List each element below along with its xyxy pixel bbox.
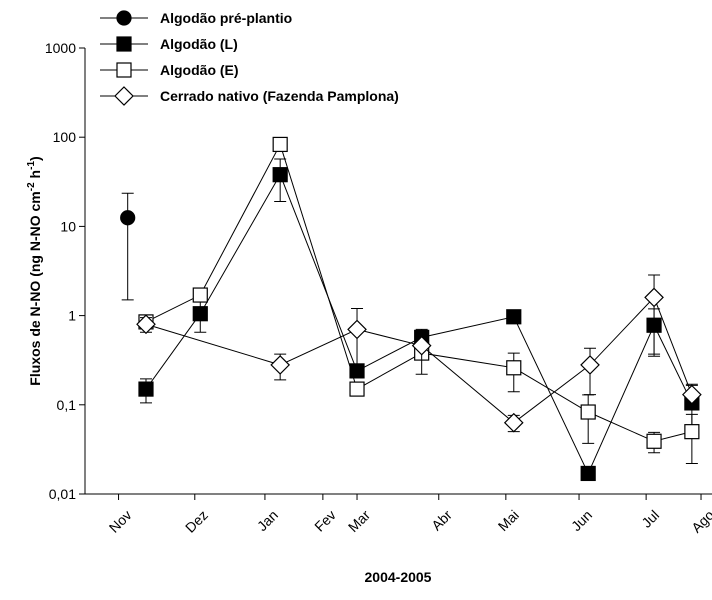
y-label-part: h: [27, 170, 43, 182]
legend-label: Algodão (L): [160, 36, 238, 52]
x-tick-label: Mai: [495, 507, 522, 534]
data-point: [506, 360, 522, 376]
legend-marker: [116, 36, 132, 52]
data-point: [138, 381, 154, 397]
data-point: [682, 384, 702, 405]
x-tick-label: Nov: [106, 507, 135, 536]
series-line: [145, 173, 693, 475]
legend-label: Cerrado nativo (Fazenda Pamplona): [160, 88, 399, 104]
legend-label: Algodão (E): [160, 62, 239, 78]
data-point: [580, 355, 600, 375]
series-line: [145, 296, 693, 424]
legend-marker: [114, 86, 134, 106]
data-point: [503, 412, 524, 433]
data-point: [506, 309, 522, 325]
x-axis-label: 2004-2005: [365, 569, 432, 585]
data-point: [580, 465, 596, 482]
legend-marker: [116, 10, 132, 26]
x-tick-label: Mar: [345, 507, 374, 536]
data-point: [646, 433, 662, 449]
y-tick-label: 1: [68, 308, 76, 324]
y-tick-label: 1000: [45, 40, 76, 56]
y-label-sup: -1: [26, 161, 37, 170]
data-point: [136, 314, 156, 335]
y-tick-label: 100: [53, 129, 77, 145]
y-tick-label: 0,1: [57, 397, 77, 413]
x-tick-label: Ago: [688, 507, 712, 536]
x-tick-label: Jul: [638, 507, 662, 531]
x-tick-label: Jan: [254, 507, 281, 534]
y-tick-label: 10: [60, 218, 76, 234]
data-point: [192, 306, 208, 322]
x-tick-label: Abr: [428, 507, 455, 534]
y-label-part: Fluxos de N-NO (ng N-NO cm: [27, 191, 43, 385]
data-point: [580, 404, 596, 420]
data-point: [411, 335, 432, 356]
x-tick-label: Dez: [182, 507, 211, 536]
y-label-sup: -2: [26, 182, 37, 191]
data-point: [347, 319, 367, 340]
y-tick-label: 0,01: [49, 486, 76, 502]
y-axis-label: Fluxos de N-NO (ng N-NO cm-2 h-1): [26, 156, 43, 385]
data-point: [272, 136, 288, 153]
error-bar: [648, 274, 661, 357]
data-point: [120, 210, 136, 226]
error-bar: [121, 192, 134, 301]
y-label-part: ): [27, 156, 43, 161]
x-tick-label: Jun: [568, 507, 595, 534]
legend-marker: [116, 62, 132, 78]
data-point: [349, 381, 365, 397]
data-point: [644, 287, 664, 308]
x-tick-label: Fev: [311, 507, 339, 535]
series-line: [145, 143, 692, 442]
data-point: [684, 424, 700, 440]
legend-label: Algodão pré-plantio: [160, 10, 292, 26]
data-point: [270, 355, 291, 375]
data-point: [272, 167, 288, 183]
data-point: [192, 287, 208, 303]
